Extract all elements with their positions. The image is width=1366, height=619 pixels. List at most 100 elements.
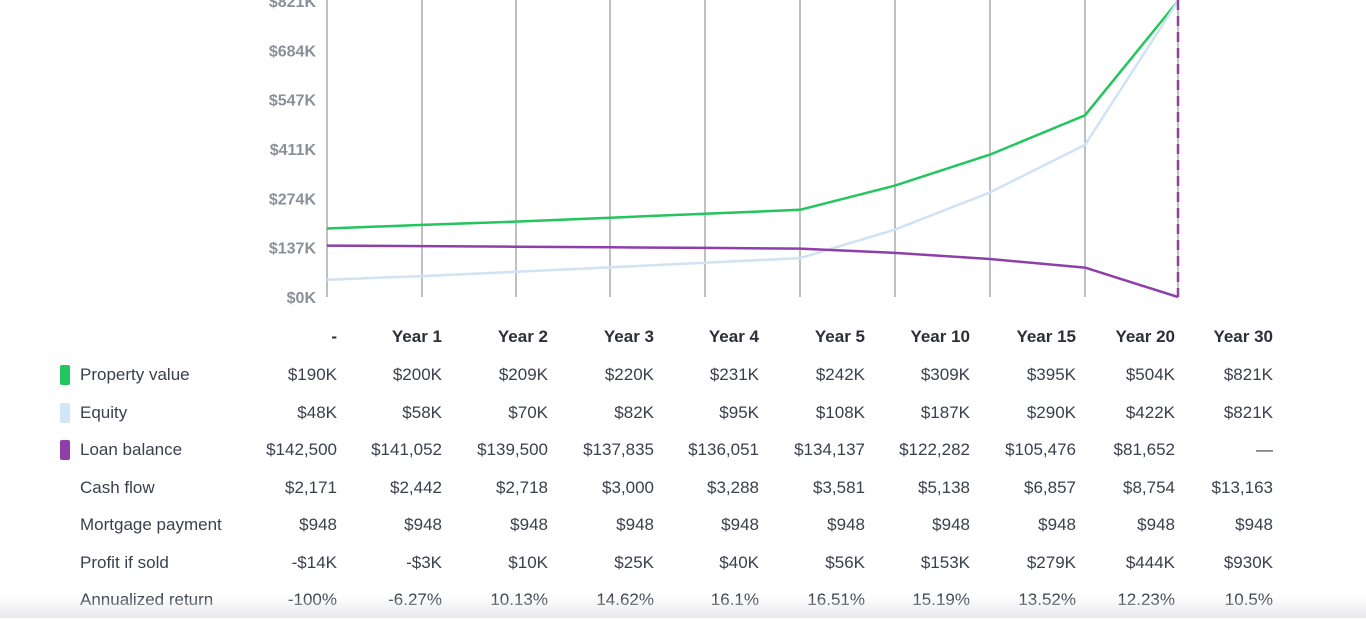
table-cell: $395K: [966, 356, 1076, 393]
column-header: Year 5: [755, 318, 865, 355]
table-cell: $13,163: [1163, 469, 1273, 506]
table-cell: $948: [1065, 506, 1175, 543]
series-line-property-value: [327, 1, 1178, 229]
table-row: Property value$190K$200K$209K$220K$231K$…: [0, 356, 1366, 394]
y-tick-label: $547K: [269, 93, 317, 110]
table-cell: $948: [438, 506, 548, 543]
column-header: Year 1: [332, 318, 442, 355]
table-row: Mortgage payment$948$948$948$948$948$948…: [0, 506, 1366, 544]
table-cell: $134,137: [755, 431, 865, 468]
y-tick-label: $274K: [269, 191, 317, 208]
table-cell: $10K: [438, 544, 548, 581]
column-header: Year 20: [1065, 318, 1175, 355]
table-cell: $231K: [649, 356, 759, 393]
table-cell: $504K: [1065, 356, 1175, 393]
row-label: Equity: [80, 394, 127, 431]
y-axis-ticks: $0K $137K $274K $411K $547K $684K $821K: [269, 0, 317, 307]
grid-lines: [327, 0, 1178, 297]
table-cell: $444K: [1065, 544, 1175, 581]
table-cell: $948: [649, 506, 759, 543]
table-cell: $279K: [966, 544, 1076, 581]
table-cell: $56K: [755, 544, 865, 581]
table-cell: $142,500: [227, 431, 337, 468]
table-row: Equity$48K$58K$70K$82K$95K$108K$187K$290…: [0, 394, 1366, 432]
row-label: Cash flow: [80, 469, 155, 506]
column-header: Year 15: [966, 318, 1076, 355]
table-cell: $930K: [1163, 544, 1273, 581]
y-tick-label: $821K: [269, 0, 317, 11]
table-cell: $82K: [544, 394, 654, 431]
table-cell: $200K: [332, 356, 442, 393]
y-tick-label: $684K: [269, 43, 317, 60]
table-cell: $70K: [438, 394, 548, 431]
table-cell: $139,500: [438, 431, 548, 468]
row-label: Loan balance: [80, 431, 182, 468]
table-cell: $58K: [332, 394, 442, 431]
table-cell: $137,835: [544, 431, 654, 468]
table-cell: $136,051: [649, 431, 759, 468]
table-cell: $422K: [1065, 394, 1175, 431]
table-cell: $3,000: [544, 469, 654, 506]
column-header: Year 30: [1163, 318, 1273, 355]
table-cell: $821K: [1163, 356, 1273, 393]
table-cell: $190K: [227, 356, 337, 393]
table-cell: $948: [860, 506, 970, 543]
series-line-loan-balance: [327, 246, 1178, 297]
table-cell: —: [1163, 431, 1273, 468]
table-cell: $2,442: [332, 469, 442, 506]
row-label: Property value: [80, 356, 190, 393]
row-label: Profit if sold: [80, 544, 169, 581]
table-cell: $220K: [544, 356, 654, 393]
table-cell: $948: [332, 506, 442, 543]
y-tick-label: $137K: [269, 241, 317, 258]
table-cell: $25K: [544, 544, 654, 581]
table-cell: $6,857: [966, 469, 1076, 506]
table-cell: $95K: [649, 394, 759, 431]
bottom-fade: [0, 596, 1366, 618]
series-line-equity: [327, 1, 1178, 280]
table-cell: $141,052: [332, 431, 442, 468]
table-cell: $3,581: [755, 469, 865, 506]
table-cell: $309K: [860, 356, 970, 393]
table-cell: $122,282: [860, 431, 970, 468]
column-header: Year 3: [544, 318, 654, 355]
legend-swatch: [60, 365, 70, 385]
table-cell: $5,138: [860, 469, 970, 506]
y-tick-label: $411K: [270, 142, 317, 159]
table-cell: $948: [966, 506, 1076, 543]
table-cell: -$3K: [332, 544, 442, 581]
column-header: Year 10: [860, 318, 970, 355]
table-cell: $48K: [227, 394, 337, 431]
table-cell: $2,718: [438, 469, 548, 506]
table-cell: $40K: [649, 544, 759, 581]
row-label: Mortgage payment: [80, 506, 222, 543]
legend-swatch: [60, 440, 70, 460]
table-cell: $821K: [1163, 394, 1273, 431]
table-cell: $948: [1163, 506, 1273, 543]
table-cell: -$14K: [227, 544, 337, 581]
series-lines: [327, 1, 1178, 297]
table-cell: $242K: [755, 356, 865, 393]
column-header: Year 2: [438, 318, 548, 355]
table-cell: $105,476: [966, 431, 1076, 468]
table-cell: $3,288: [649, 469, 759, 506]
table-cell: $948: [755, 506, 865, 543]
table-cell: $8,754: [1065, 469, 1175, 506]
y-tick-label: $0K: [287, 290, 317, 307]
table-cell: $948: [227, 506, 337, 543]
table-cell: $81,652: [1065, 431, 1175, 468]
table-cell: $187K: [860, 394, 970, 431]
table-cell: $209K: [438, 356, 548, 393]
table-cell: $2,171: [227, 469, 337, 506]
legend-swatch: [60, 403, 70, 423]
projection-chart: $0K $137K $274K $411K $547K $684K $821K: [0, 0, 1366, 318]
table-cell: $153K: [860, 544, 970, 581]
column-header: Year 4: [649, 318, 759, 355]
table-row: Cash flow$2,171$2,442$2,718$3,000$3,288$…: [0, 469, 1366, 507]
column-header: -: [227, 318, 337, 355]
table-row: Loan balance $142,500$141,052$139,500$137…: [0, 431, 1366, 469]
table-cell: $948: [544, 506, 654, 543]
table-cell: $108K: [755, 394, 865, 431]
